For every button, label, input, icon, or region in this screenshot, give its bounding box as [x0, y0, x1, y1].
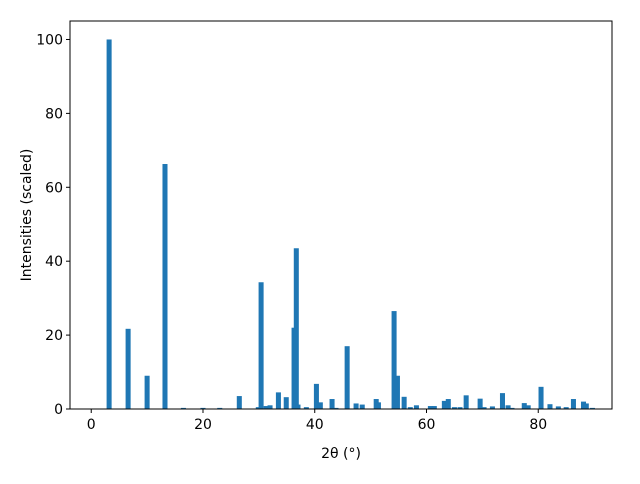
y-tick-label: 80: [45, 106, 63, 122]
x-tick-label: 80: [529, 417, 547, 433]
bar: [583, 403, 589, 409]
bar: [481, 407, 487, 409]
bar: [200, 407, 206, 409]
x-tick-label: 60: [418, 417, 436, 433]
y-tick-label: 20: [45, 328, 63, 344]
bar: [375, 402, 381, 409]
bar: [427, 406, 433, 409]
bar: [445, 399, 451, 409]
y-tick-label: 100: [36, 32, 63, 48]
bar: [313, 383, 319, 409]
bar: [413, 405, 419, 409]
bar: [391, 311, 397, 409]
plot-frame: [69, 20, 613, 410]
y-tick-label: 40: [45, 254, 63, 270]
bar: [538, 386, 544, 409]
x-axis-label: 2θ (°): [321, 446, 361, 462]
bar: [275, 392, 281, 409]
bar: [317, 402, 323, 409]
bar: [509, 407, 515, 409]
bar: [333, 407, 339, 409]
bar: [344, 346, 350, 409]
bar: [521, 403, 527, 409]
bar: [463, 395, 469, 409]
bar: [180, 407, 186, 409]
y-axis-label: Intensities (scaled): [19, 149, 35, 282]
bar: [547, 404, 553, 409]
bar: [431, 406, 437, 409]
y-tick-label: 60: [45, 180, 63, 196]
bar: [555, 406, 561, 409]
bar: [441, 400, 447, 409]
bar: [489, 406, 495, 409]
y-tick-label: 0: [54, 402, 63, 418]
bar: [401, 396, 407, 409]
bar: [477, 398, 483, 409]
bar: [255, 407, 261, 409]
x-tick-label: 20: [194, 417, 212, 433]
bar: [329, 399, 335, 409]
bar: [303, 407, 309, 409]
bar: [499, 393, 505, 409]
bar: [125, 328, 131, 409]
bar: [283, 397, 289, 409]
bar: [457, 407, 463, 409]
x-tick-label: 0: [87, 417, 96, 433]
bar: [106, 39, 112, 409]
bar: [580, 401, 587, 409]
bar: [505, 405, 511, 409]
bar: [236, 396, 242, 409]
bar: [267, 405, 273, 409]
bar: [570, 399, 576, 409]
bar: [407, 407, 413, 409]
bar: [144, 375, 150, 409]
bar: [293, 248, 299, 409]
bar: [359, 404, 365, 409]
bar: [353, 403, 359, 409]
bar: [394, 375, 400, 409]
bar: [589, 407, 595, 409]
bar: [525, 405, 531, 409]
bar: [451, 407, 457, 409]
bar: [563, 407, 569, 409]
bar: [217, 407, 223, 409]
bar: [295, 404, 301, 409]
bar: [162, 164, 168, 409]
bar: [263, 406, 269, 409]
x-tick-label: 40: [306, 417, 324, 433]
bar: [258, 282, 264, 409]
